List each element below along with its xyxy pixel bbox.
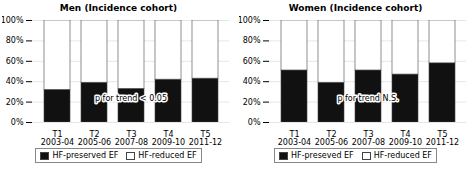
svg-text:20%: 20% (243, 98, 261, 107)
svg-text:T22005-06: T22005-06 (315, 130, 348, 146)
svg-text:T32007-08: T32007-08 (352, 130, 385, 146)
svg-text:100%: 100% (239, 16, 261, 25)
svg-text:T52011-12: T52011-12 (426, 130, 459, 146)
svg-text:60%: 60% (243, 57, 261, 66)
svg-text:40%: 40% (243, 77, 261, 86)
svg-text:0%: 0% (248, 118, 261, 127)
html-text:HF-reduced EF: HF-reduced EF (373, 151, 432, 160)
svg-text:T42009-10: T42009-10 (152, 130, 185, 146)
svg-text:T42009-10: T42009-10 (389, 130, 422, 146)
svg-text:T32007-08: T32007-08 (115, 130, 148, 146)
html-text:Women (Incidence cohort): Women (Incidence cohort) (288, 3, 423, 13)
svg-text:p for trend < 0.05: p for trend < 0.05 (95, 94, 167, 103)
html-text:HF-preserved EF: HF-preserved EF (52, 151, 119, 160)
svg-text:p for trend N.S.: p for trend N.S. (337, 94, 398, 103)
svg-text:T22005-06: T22005-06 (78, 130, 111, 146)
svg-text:T52011-12: T52011-12 (189, 130, 222, 146)
html-text:HF-preseved EF: HF-preseved EF (291, 151, 354, 160)
html-text:Men (Incidence cohort): Men (Incidence cohort) (59, 3, 178, 13)
html-text:HF-reduced EF: HF-reduced EF (138, 151, 197, 160)
svg-text:T12003-04: T12003-04 (278, 130, 311, 146)
svg-text:40%: 40% (6, 77, 24, 86)
svg-text:80%: 80% (243, 36, 261, 45)
svg-text:T12003-04: T12003-04 (41, 130, 74, 146)
svg-text:60%: 60% (6, 57, 24, 66)
svg-text:100%: 100% (2, 16, 24, 25)
svg-text:20%: 20% (6, 98, 24, 107)
svg-text:80%: 80% (6, 36, 24, 45)
svg-text:0%: 0% (11, 118, 24, 127)
